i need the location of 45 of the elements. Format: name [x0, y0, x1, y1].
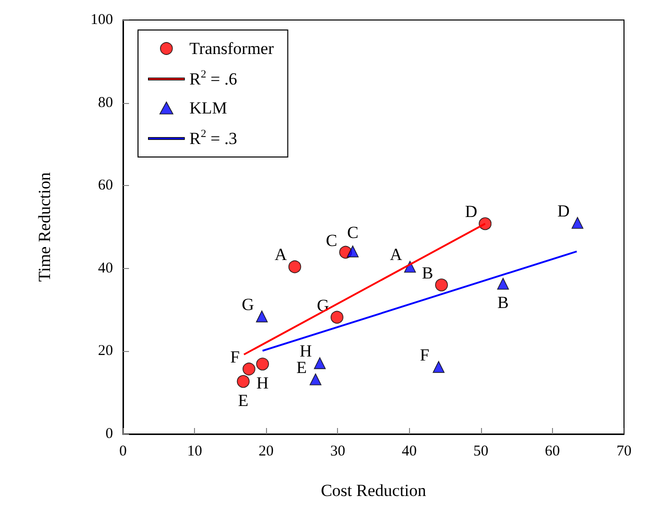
point — [432, 361, 445, 373]
x-tick-label: 60 — [544, 444, 560, 460]
point — [330, 310, 344, 324]
point — [310, 373, 322, 386]
point — [256, 310, 268, 322]
annotation: F — [420, 345, 430, 364]
x-axis-title: Cost Reduction — [320, 481, 427, 500]
x-tick-label: 0 — [119, 444, 127, 460]
point — [236, 375, 250, 388]
point — [478, 217, 492, 230]
annotation: C — [326, 230, 338, 250]
x-tick-label: 70 — [616, 444, 632, 460]
y-tick-label: 60 — [98, 178, 113, 194]
y-tick-label: 100 — [90, 12, 113, 28]
annotation: D — [557, 201, 570, 220]
y-tick-label: 20 — [98, 343, 113, 360]
y-tick-label: 80 — [98, 94, 113, 111]
point — [256, 358, 269, 370]
annotation: F — [230, 348, 240, 366]
point — [497, 278, 509, 290]
x-tick-label: 50 — [473, 444, 488, 460]
y-tick-label: 40 — [98, 260, 113, 276]
annotation: B — [497, 293, 509, 312]
annotation: G — [242, 294, 254, 314]
point — [435, 278, 448, 292]
annotation: C — [347, 222, 358, 242]
annotation: E — [238, 390, 248, 410]
x-tick-label: 10 — [187, 444, 202, 460]
annotation: H — [256, 374, 269, 393]
y-axis-title: Time Reduction — [35, 172, 54, 282]
x-tick-label: 40 — [402, 444, 417, 460]
annotation: A — [390, 245, 403, 264]
annotation: A — [274, 245, 288, 264]
x-tick-label: 30 — [330, 444, 346, 460]
legend-label: Transformer — [189, 39, 274, 58]
point — [572, 216, 584, 229]
point — [314, 357, 326, 370]
y-tick-label: 0 — [106, 426, 113, 442]
x-tick-label: 20 — [258, 444, 274, 460]
legend-label: KLM — [189, 98, 228, 118]
annotation: B — [422, 263, 434, 282]
point — [288, 260, 302, 274]
point — [242, 362, 256, 376]
point — [346, 246, 359, 258]
annotation: D — [465, 202, 478, 222]
